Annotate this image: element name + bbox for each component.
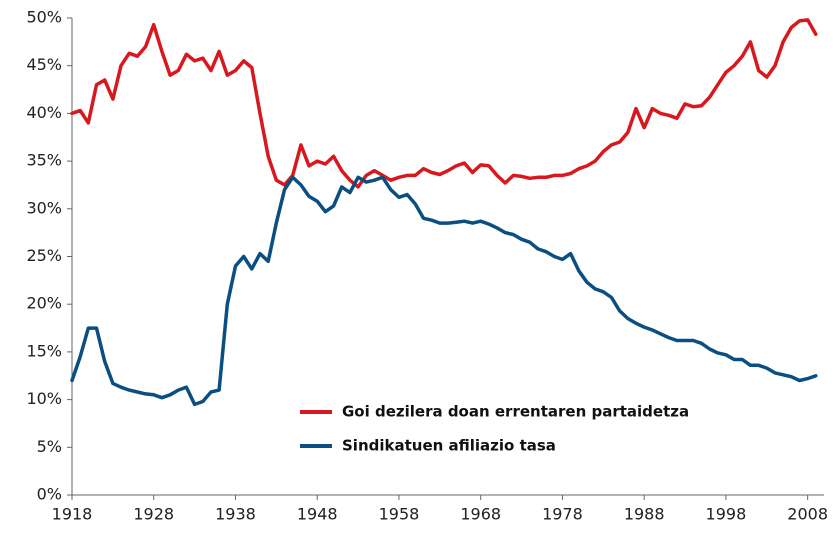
x-tick-label: 1978 (542, 505, 583, 524)
x-tick-label: 1958 (379, 505, 420, 524)
legend-label: Sindikatuen afiliazio tasa (342, 437, 556, 455)
x-tick-label: 1988 (624, 505, 665, 524)
x-tick-label: 2008 (787, 505, 828, 524)
x-tick-label: 1948 (297, 505, 338, 524)
x-tick-label: 1968 (460, 505, 501, 524)
y-tick-label: 30% (26, 198, 62, 217)
y-tick-label: 40% (26, 103, 62, 122)
x-tick-label: 1998 (706, 505, 747, 524)
y-tick-label: 35% (26, 151, 62, 170)
x-tick-label: 1918 (52, 505, 93, 524)
y-tick-label: 25% (26, 246, 62, 265)
y-tick-label: 10% (26, 389, 62, 408)
y-tick-label: 5% (37, 437, 62, 456)
y-tick-label: 0% (37, 485, 62, 504)
series-line (70, 18, 818, 189)
y-tick-label: 20% (26, 294, 62, 313)
y-tick-label: 50% (26, 8, 62, 27)
legend-label: Goi dezilera doan errentaren partaidetza (342, 403, 689, 421)
series-line (70, 175, 818, 407)
x-tick-label: 1938 (215, 505, 256, 524)
y-tick-label: 45% (26, 55, 62, 74)
x-tick-label: 1928 (133, 505, 174, 524)
y-tick-label: 15% (26, 341, 62, 360)
